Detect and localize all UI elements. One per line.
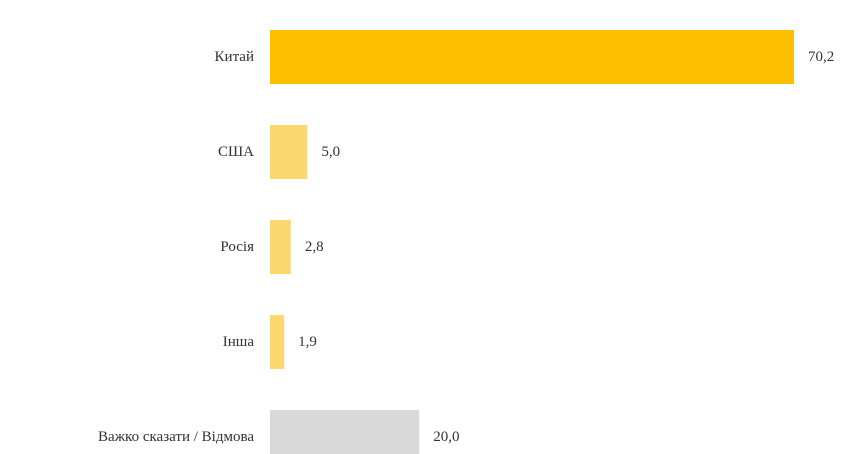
category-label-0: Китай (215, 49, 254, 65)
value-labels: 70,2 5,0 2,8 1,9 20,0 (298, 49, 834, 445)
category-label-1: США (218, 144, 254, 160)
bars-group (270, 30, 794, 454)
bar-3 (270, 315, 285, 369)
bar-4 (270, 410, 420, 454)
value-label-3: 1,9 (298, 334, 317, 350)
category-label-2: Росія (220, 239, 254, 255)
category-labels: Китай США Росія Інша Важко сказати / Відмова (98, 49, 254, 445)
value-label-0: 70,2 (808, 49, 834, 65)
value-label-1: 5,0 (321, 144, 340, 160)
bar-0 (270, 30, 794, 84)
value-label-2: 2,8 (305, 239, 324, 255)
bar-2 (270, 220, 291, 274)
category-label-3: Інша (223, 334, 255, 350)
value-label-4: 20,0 (433, 429, 459, 445)
bar-1 (270, 125, 308, 179)
category-label-4: Важко сказати / Відмова (98, 429, 254, 445)
